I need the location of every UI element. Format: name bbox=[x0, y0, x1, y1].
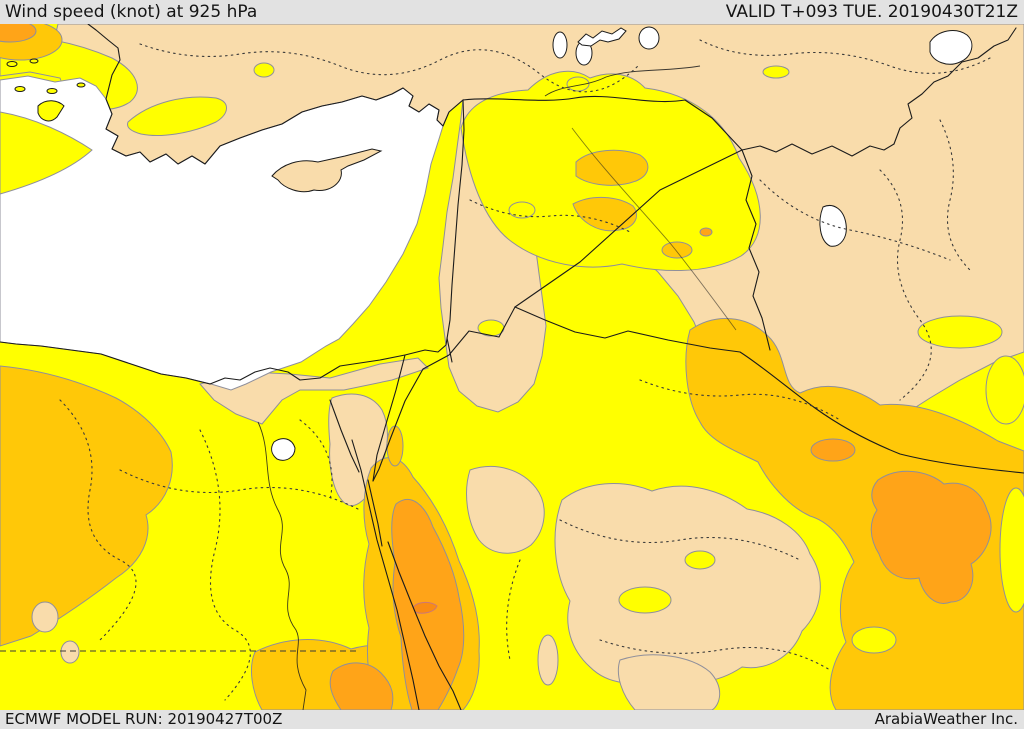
admin-line bbox=[939, 119, 971, 271]
lake-van bbox=[929, 30, 973, 65]
valid-time-label: VALID T+093 TUE. 20190430T21Z bbox=[725, 1, 1018, 22]
amber-spot bbox=[662, 242, 692, 258]
iraq-iran-amber-band bbox=[686, 319, 1024, 710]
admin-line bbox=[119, 469, 361, 511]
dead-sea bbox=[446, 337, 453, 363]
title-bar: Wind speed (knot) at 925 hPa VALID T+093… bbox=[0, 0, 1024, 24]
tan-spot-in-amber bbox=[61, 641, 79, 663]
yellow-hole-in-band bbox=[852, 627, 896, 653]
orange-band-regions bbox=[0, 24, 991, 710]
aqaba-amber-neck bbox=[387, 426, 403, 466]
orange-spot-small bbox=[700, 228, 712, 236]
yellow-patch bbox=[763, 66, 789, 78]
tan-spot bbox=[538, 635, 558, 685]
border-turkey-iran bbox=[741, 143, 895, 157]
yellow-patch bbox=[619, 587, 671, 613]
page-title: Wind speed (knot) at 925 hPa bbox=[5, 1, 258, 22]
status-bar: ECMWF MODEL RUN: 20190427T00Z ArabiaWeat… bbox=[0, 710, 1024, 729]
euphrates-river bbox=[571, 127, 737, 331]
yellow-patch bbox=[986, 356, 1024, 424]
admin-line bbox=[469, 199, 631, 233]
admin-line bbox=[599, 639, 831, 671]
yellow-patch bbox=[509, 202, 535, 218]
model-run-label: ECMWF MODEL RUN: 20190427T00Z bbox=[5, 710, 283, 728]
tan-spot-in-amber bbox=[32, 602, 58, 632]
admin-line bbox=[139, 43, 641, 93]
sea-and-lakes bbox=[0, 26, 973, 461]
credit-label: ArabiaWeather Inc. bbox=[874, 710, 1018, 728]
yellow-patch bbox=[254, 63, 274, 77]
border-syria-iraq bbox=[514, 149, 743, 308]
red-sea-east-coast bbox=[387, 541, 462, 710]
west-egypt-amber bbox=[0, 366, 172, 646]
tan-band-regions bbox=[13, 24, 1024, 710]
turkey-coast-yellow-lens bbox=[128, 97, 227, 136]
nile-lake-spot bbox=[271, 438, 296, 461]
mediterranean-coastline bbox=[0, 24, 465, 385]
lake-tuz bbox=[638, 26, 660, 50]
border-armenia-azerbaijan bbox=[893, 27, 1017, 145]
island bbox=[29, 58, 39, 64]
border-jordan-saudi bbox=[372, 306, 516, 482]
gulf-of-suez-coast bbox=[329, 399, 360, 473]
wind-speed-map bbox=[0, 24, 1024, 710]
lake-egirdir bbox=[552, 31, 568, 59]
island-cyprus bbox=[271, 148, 383, 193]
saudi-tan-lobe bbox=[618, 655, 719, 710]
admin-line bbox=[559, 519, 801, 561]
island-rhodes bbox=[37, 100, 65, 122]
island bbox=[76, 82, 86, 88]
gulf-of-aqaba-coast bbox=[367, 479, 383, 547]
yellow-patch bbox=[685, 551, 715, 569]
orange-spot bbox=[811, 439, 855, 461]
admin-boundaries-dotted bbox=[59, 39, 991, 701]
border-turkey-syria bbox=[462, 95, 743, 151]
admin-line bbox=[699, 39, 991, 74]
island bbox=[46, 88, 58, 94]
yellow-patch bbox=[918, 316, 1002, 348]
border-iraq-saudi bbox=[514, 306, 1024, 474]
border-iran-iraq bbox=[741, 149, 771, 351]
aegean-yellow-wedge bbox=[0, 112, 92, 194]
iran-band-orange-core bbox=[871, 471, 991, 603]
nile-river bbox=[257, 421, 307, 710]
coastlines-and-borders bbox=[0, 24, 1024, 710]
yellow-patch bbox=[567, 77, 589, 91]
red-sea-west-coast bbox=[351, 439, 420, 710]
admin-line bbox=[199, 429, 251, 701]
admin-line bbox=[506, 559, 521, 661]
upper-euphrates-river bbox=[544, 65, 701, 97]
red-sea-deep-orange-pill bbox=[412, 601, 438, 614]
saudi-tan-region bbox=[555, 484, 820, 684]
yellow-hole-in-band bbox=[1000, 488, 1024, 612]
admin-line bbox=[299, 419, 333, 501]
border-egypt-israel bbox=[372, 354, 406, 482]
keban-reservoir bbox=[577, 27, 627, 47]
admin-line bbox=[759, 179, 951, 261]
admin-line bbox=[59, 399, 137, 641]
island bbox=[14, 86, 26, 92]
south-egypt-orange-core bbox=[330, 663, 393, 710]
admin-line bbox=[879, 169, 932, 401]
nw-saudi-tan-patch bbox=[467, 466, 545, 553]
island bbox=[6, 61, 18, 67]
ne-syria-amber-blob bbox=[576, 150, 648, 185]
ne-syria-amber-blob-2 bbox=[573, 197, 637, 230]
nw-corner-orange bbox=[0, 24, 36, 42]
